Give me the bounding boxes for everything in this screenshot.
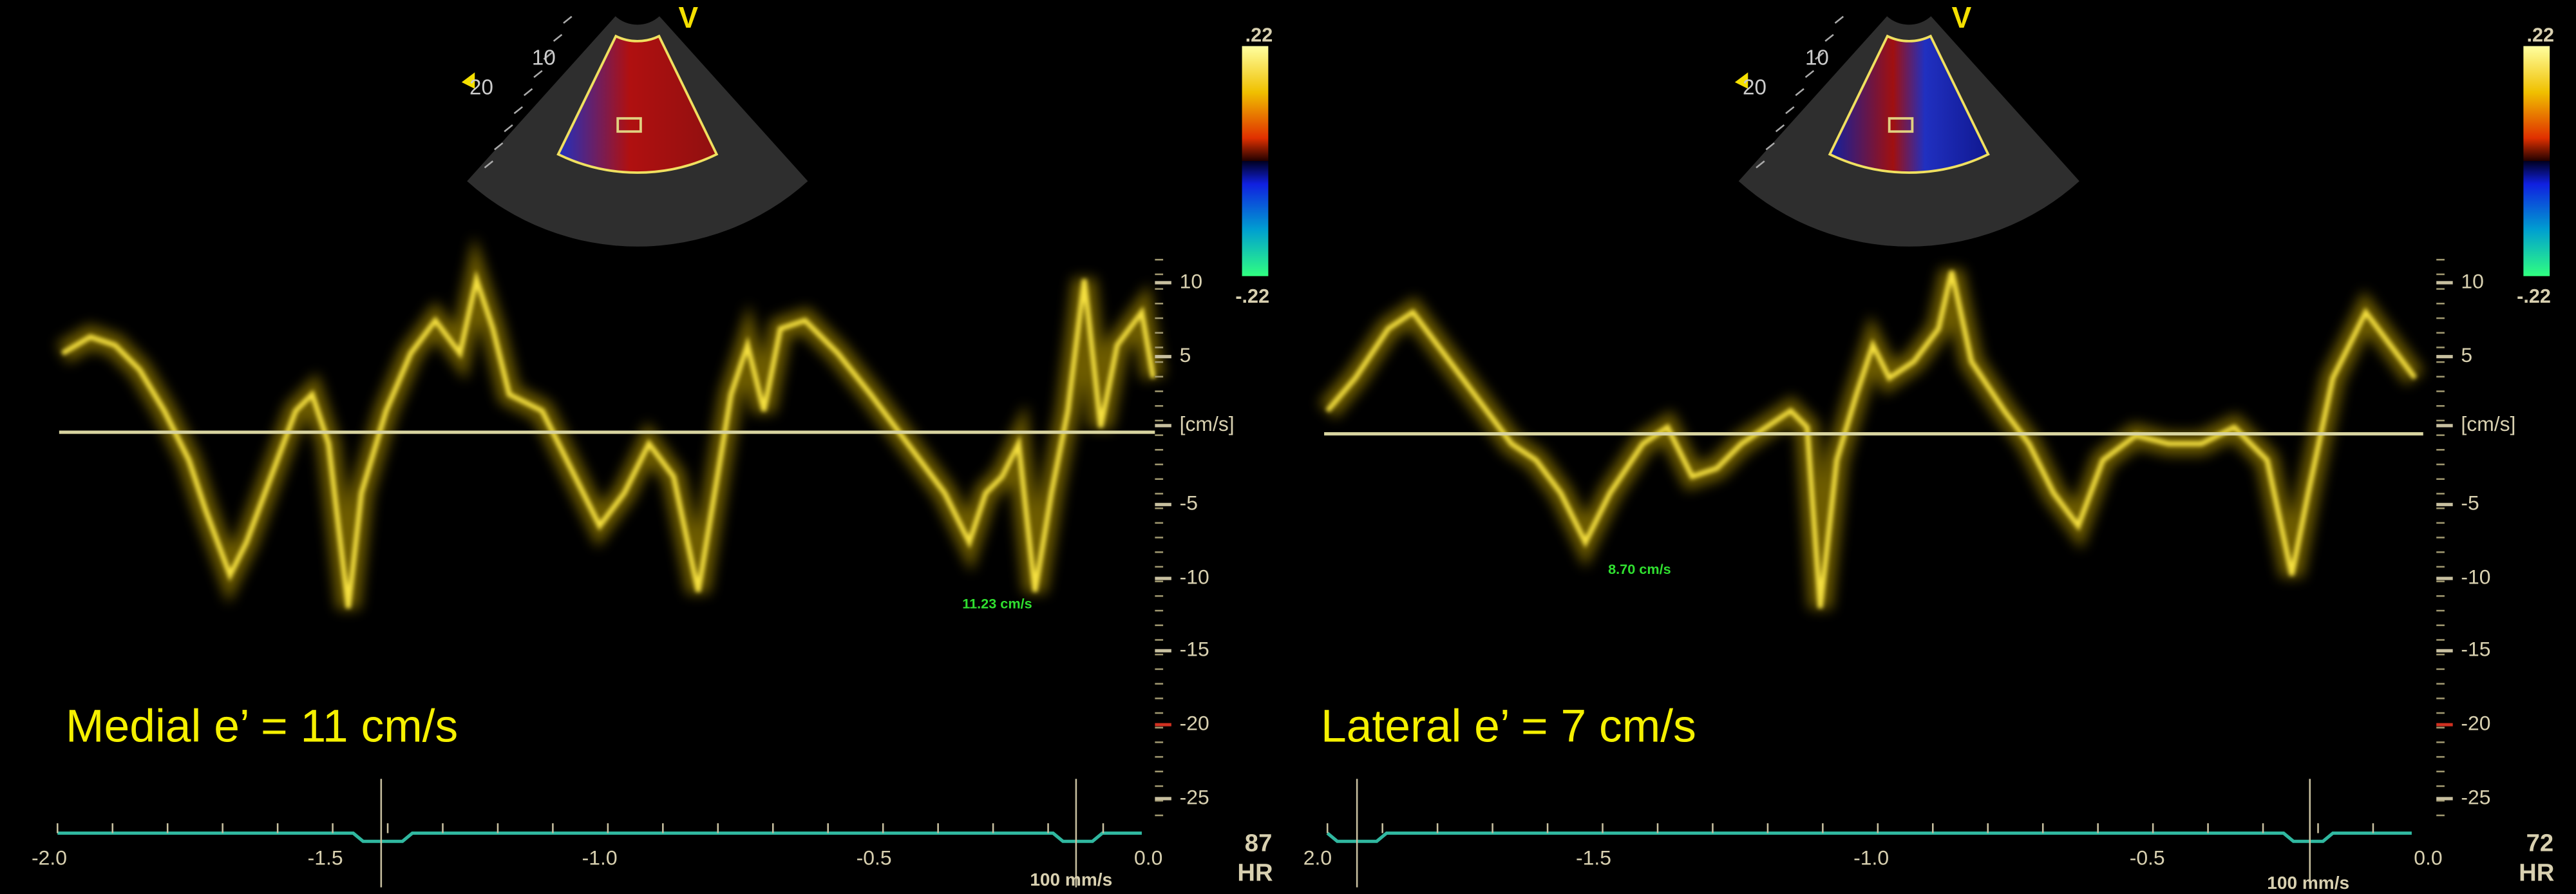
sweep-speed: 100 mm/s	[1030, 870, 1112, 889]
velocity-tick-label: 10	[2461, 269, 2483, 292]
time-tick-label: 0.0	[2414, 846, 2442, 870]
depth-tick	[1785, 106, 1795, 115]
depth-tick	[1824, 33, 1834, 42]
orientation-marker: V	[1952, 1, 1972, 34]
depth-tick	[494, 142, 504, 151]
time-tick-label: -1.0	[582, 846, 618, 870]
depth-tick	[543, 52, 553, 60]
doppler-right	[1318, 269, 2425, 609]
depth-tick	[1756, 160, 1765, 169]
velocity-tick-label: 5	[1180, 343, 1191, 366]
velocity-tick-label: -5	[1180, 491, 1198, 515]
time-tick-label: 2.0	[1303, 846, 1332, 870]
color-bar	[1242, 46, 1269, 276]
color-scale-top: .22	[2526, 24, 2554, 46]
time-tick-label: -1.0	[1853, 846, 1889, 870]
sample-gate	[1888, 117, 1914, 133]
depth-tick	[533, 70, 543, 79]
depth-tick	[1815, 52, 1824, 60]
measurement: 8.70 cm/s	[1608, 561, 1671, 577]
time-tick-label: -1.5	[1576, 846, 1611, 870]
velocity-tick-label: -15	[2461, 638, 2490, 661]
depth-label: 20	[1743, 76, 1766, 100]
depth-tick	[553, 33, 563, 42]
depth-label: 10	[1805, 46, 1829, 70]
color-scale-bottom: -.22	[1235, 285, 1269, 307]
ecg-trace	[1326, 831, 2412, 843]
time-tick-label: -2.0	[32, 846, 67, 870]
velocity-tick-label: [cm/s]	[1180, 412, 1235, 435]
velocity-tick-label: [cm/s]	[2461, 412, 2515, 435]
heart-rate: 72	[2526, 829, 2554, 857]
orientation-marker: V	[679, 1, 699, 34]
doppler-left	[56, 236, 1165, 610]
velocity-tick-label: -10	[1180, 566, 1209, 589]
depth-tick	[563, 15, 573, 24]
depth-tick	[1795, 88, 1804, 97]
depth-tick	[513, 106, 524, 115]
color-box	[556, 34, 719, 174]
focus-marker	[461, 72, 475, 89]
velocity-tick-label: 10	[1180, 269, 1202, 292]
velocity-tick-label: -20	[1180, 712, 1209, 735]
color-scale-top: .22	[1245, 24, 1273, 46]
color-bar	[2523, 46, 2550, 276]
depth-tick	[1775, 124, 1785, 133]
heart-rate-label: HR	[2519, 859, 2554, 886]
depth-label: 20	[469, 76, 493, 100]
ecg-trace	[57, 831, 1142, 843]
e-prime-label: Medial e’ = 11 cm/s	[66, 701, 458, 752]
velocity-tick-label: -5	[2461, 491, 2479, 515]
velocity-tick-label: -25	[2461, 785, 2490, 808]
panel: V 10 20 .22 -.22 10 5 [cm/s] -5 -10 -15 -20 -25 -2.0 -…	[32, 1, 1273, 889]
focus-marker	[1734, 72, 1748, 89]
time-tick-label: -0.5	[857, 846, 892, 870]
panel: V 10 20 .22 -.22 10 5 [cm/s] -5 -10 -15 -20 -25 2.0 -1…	[1303, 1, 2555, 893]
velocity-tick-label: -10	[2461, 566, 2490, 589]
measurement: 11.23 cm/s	[962, 596, 1032, 612]
heart-rate-label: HR	[1237, 859, 1273, 886]
depth-tick	[1834, 15, 1844, 24]
depth-tick	[1804, 70, 1815, 79]
depth-tick	[504, 124, 513, 133]
time-tick-label: -1.5	[308, 846, 343, 870]
velocity-tick-label: 5	[2461, 343, 2472, 366]
velocity-tick-label: -25	[1180, 785, 1209, 808]
sweep-speed: 100 mm/s	[2267, 873, 2349, 893]
velocity-tick-label: -15	[1180, 638, 1209, 661]
time-tick-label: 0.0	[1134, 846, 1162, 870]
color-box	[1828, 34, 1990, 174]
time-tick-label: -0.5	[2130, 846, 2165, 870]
depth-tick	[1765, 142, 1775, 151]
depth-tick	[523, 88, 533, 97]
doppler-trace	[61, 270, 1156, 609]
velocity-tick-label: -20	[2461, 712, 2490, 735]
color-scale-bottom: -.22	[2517, 285, 2551, 307]
depth-label: 10	[532, 46, 556, 70]
sample-gate	[616, 117, 642, 133]
e-prime-label: Lateral e’ = 7 cm/s	[1321, 701, 1696, 752]
depth-tick	[484, 160, 494, 169]
heart-rate: 87	[1245, 829, 1273, 857]
